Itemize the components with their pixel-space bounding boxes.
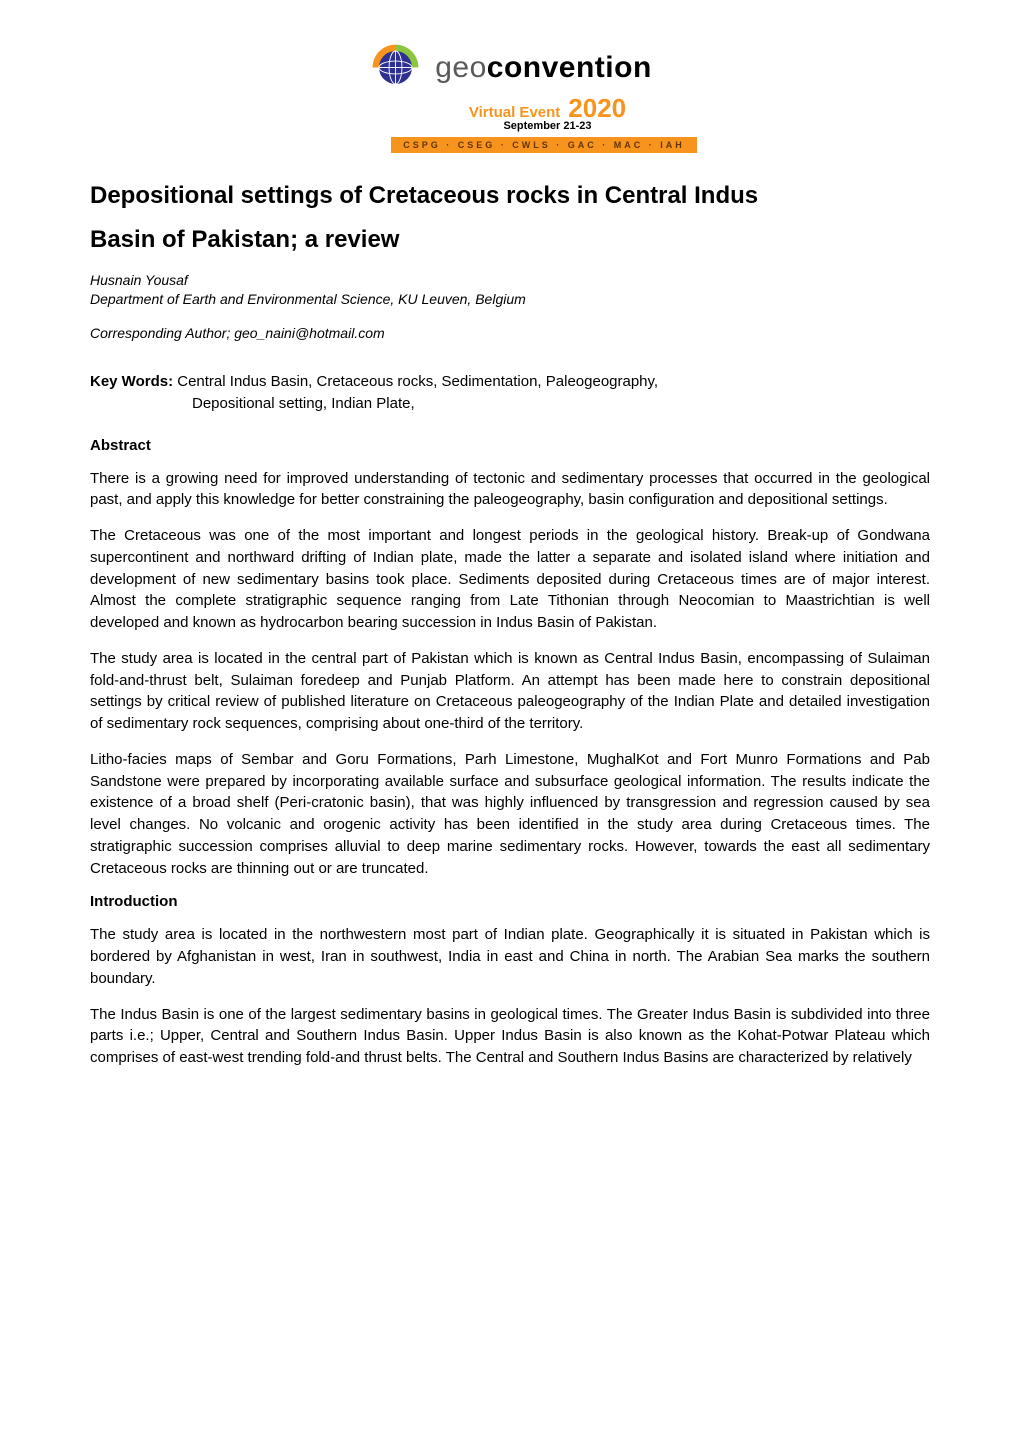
keywords-text-line1: Central Indus Basin, Cretaceous rocks, S… bbox=[177, 373, 658, 390]
abstract-p2: The Cretaceous was one of the most impor… bbox=[90, 525, 930, 634]
keywords-block: Key Words: Central Indus Basin, Cretaceo… bbox=[90, 371, 930, 415]
introduction-p1: The study area is located in the northwe… bbox=[90, 924, 930, 989]
corresponding-author: Corresponding Author; geo_naini@hotmail.… bbox=[90, 325, 930, 341]
logo-societies-bar: CSPG · CSEG · CWLS · GAC · MAC · IAH bbox=[391, 137, 697, 153]
logo-container: geoconvention Virtual Event 2020 Septemb… bbox=[90, 40, 930, 153]
paper-title-line1: Depositional settings of Cretaceous rock… bbox=[90, 178, 930, 214]
paper-title-line2: Basin of Pakistan; a review bbox=[90, 222, 930, 258]
logo-text-geo: geo bbox=[435, 51, 487, 84]
introduction-p2: The Indus Basin is one of the largest se… bbox=[90, 1004, 930, 1069]
geoconvention-logo: geoconvention Virtual Event 2020 Septemb… bbox=[323, 40, 697, 153]
keywords-text-line2: Depositional setting, Indian Plate, bbox=[90, 393, 930, 415]
author-name: Husnain Yousaf bbox=[90, 272, 930, 288]
abstract-p3: The study area is located in the central… bbox=[90, 648, 930, 735]
abstract-heading: Abstract bbox=[90, 437, 930, 454]
logo-main-text: geoconvention bbox=[435, 51, 652, 85]
logo-dates: September 21-23 bbox=[503, 120, 591, 132]
logo-top-row: geoconvention bbox=[368, 40, 652, 95]
logo-virtual-label: Virtual Event bbox=[469, 104, 560, 121]
abstract-p1: There is a growing need for improved und… bbox=[90, 468, 930, 512]
introduction-heading: Introduction bbox=[90, 893, 930, 910]
keywords-label: Key Words: bbox=[90, 373, 173, 390]
logo-text-convention: convention bbox=[487, 51, 652, 84]
globe-icon bbox=[368, 40, 423, 95]
author-affiliation: Department of Earth and Environmental Sc… bbox=[90, 291, 930, 307]
abstract-p4: Litho-facies maps of Sembar and Goru For… bbox=[90, 749, 930, 880]
